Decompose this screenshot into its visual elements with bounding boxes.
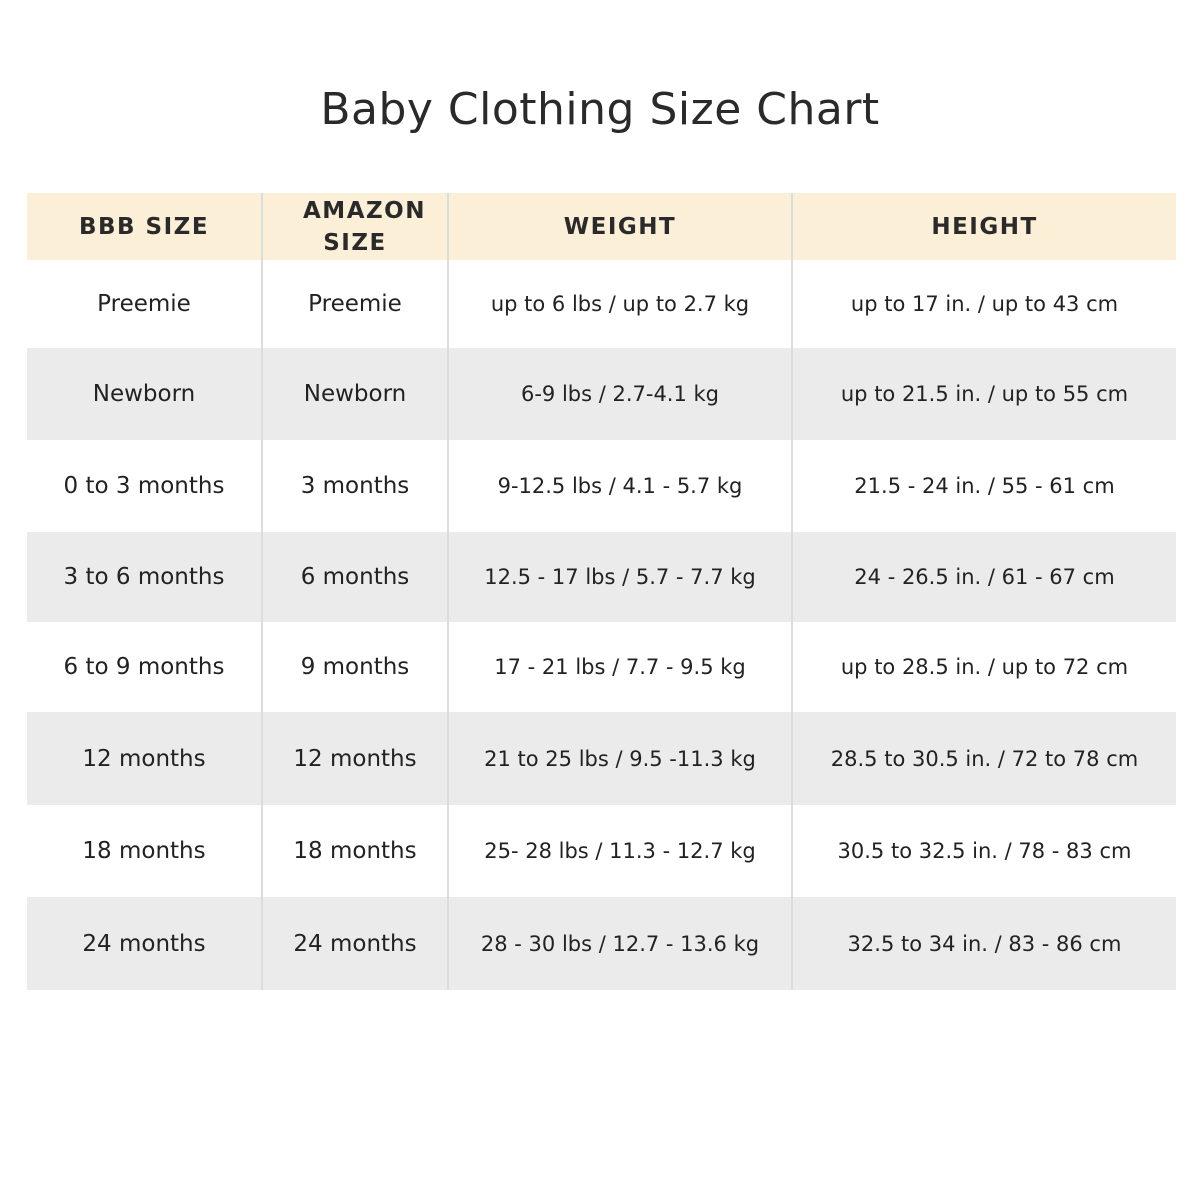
cell-amazon-size: 6 months [261,532,448,622]
table-row: 24 months 24 months 28 - 30 lbs / 12.7 - 1… [27,897,1176,990]
cell-amazon-size: 12 months [261,712,448,805]
table-row: 12 months 12 months 21 to 25 lbs / 9.5 -11… [27,712,1176,805]
cell-height: up to 21.5 in. / up to 55 cm [791,348,1176,440]
cell-amazon-size: Preemie [261,260,448,348]
cell-weight: 12.5 - 17 lbs / 5.7 - 7.7 kg [447,532,792,622]
cell-bbb-size: 12 months [27,712,262,805]
cell-amazon-size: 3 months [261,440,448,532]
cell-bbb-size: Newborn [27,348,262,440]
cell-bbb-size: 0 to 3 months [63,473,225,499]
cell-weight: 17 - 21 lbs / 7.7 - 9.5 kg [447,622,792,712]
cell-bbb-size: 24 months [27,897,262,990]
cell-height: up to 28.5 in. / up to 72 cm [791,622,1176,712]
cell-weight: 9-12.5 lbs / 4.1 - 5.7 kg [447,440,792,532]
page-title: Baby Clothing Size Chart [320,84,880,135]
header-bbb-size: BBB SIZE [27,193,262,260]
cell-height: 32.5 to 34 in. / 83 - 86 cm [791,897,1176,990]
cell-height: 21.5 - 24 in. / 55 - 61 cm [791,440,1176,532]
cell-amazon-size: 24 months [261,897,448,990]
cell-bbb-size: 18 months [82,838,206,864]
cell-weight: up to 6 lbs / up to 2.7 kg [447,260,792,348]
table-row: Newborn Newborn 6-9 lbs / 2.7-4.1 kg up to … [27,348,1176,440]
cell-height: 30.5 to 32.5 in. / 78 - 83 cm [791,805,1176,897]
cell-amazon-size: 18 months [261,805,448,897]
cell-height: 24 - 26.5 in. / 61 - 67 cm [791,532,1176,622]
header-height: HEIGHT [791,193,1176,260]
header-weight: WEIGHT [447,193,792,260]
cell-bbb-size: 6 to 9 months [63,654,225,680]
table-row: 3 to 6 months 6 months 12.5 - 17 lbs / 5.7… [27,532,1176,622]
cell-weight: 25- 28 lbs / 11.3 - 12.7 kg [447,805,792,897]
header-row: BBB SIZE AMAZON SIZE WEIGHT HEIGHT [27,193,1176,260]
cell-height: up to 17 in. / up to 43 cm [791,260,1176,348]
table-row: 6 to 9 months 9 months 17 - 21 lbs / 7.7 -… [27,622,1176,712]
cell-weight: 6-9 lbs / 2.7-4.1 kg [447,348,792,440]
cell-weight: 21 to 25 lbs / 9.5 -11.3 kg [447,712,792,805]
cell-height: 28.5 to 30.5 in. / 72 to 78 cm [791,712,1176,805]
table-row: Preemie Preemie up to 6 lbs / up to 2.7 kg… [27,260,1176,348]
size-chart-table: BBB SIZE AMAZON SIZE WEIGHT HEIGHT Preem… [27,193,1176,990]
cell-bbb-size: Preemie [97,291,191,317]
cell-amazon-size: 9 months [261,622,448,712]
header-amazon-size: AMAZON SIZE [261,193,448,260]
cell-bbb-size: 3 to 6 months [27,532,262,622]
cell-weight: 28 - 30 lbs / 12.7 - 13.6 kg [447,897,792,990]
cell-amazon-size: Newborn [261,348,448,440]
table-row: 0 to 3 months 3 months 9-12.5 lbs / 4.1 - … [27,440,1176,532]
table-row: 18 months 18 months 25- 28 lbs / 11.3 - 12… [27,805,1176,897]
